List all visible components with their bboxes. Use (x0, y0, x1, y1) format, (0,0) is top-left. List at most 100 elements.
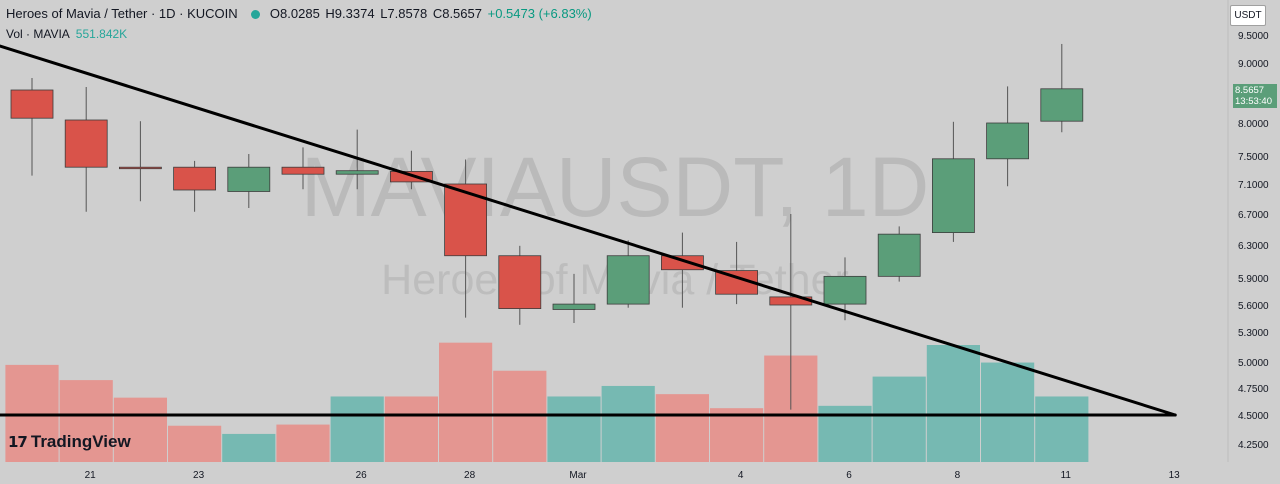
volume-legend: Vol · MAVIA 551.842K (6, 27, 127, 41)
price-tick-label: 4.2500 (1238, 440, 1269, 451)
currency-button[interactable]: USDT (1230, 5, 1266, 26)
volume-bar (439, 342, 493, 462)
volume-bar (384, 396, 438, 462)
symbol-title[interactable]: Heroes of Mavia / Tether · 1D · KUCOIN (6, 6, 238, 21)
candle (823, 257, 867, 321)
price-tick-label: 9.0000 (1238, 59, 1269, 70)
ohlc-high: H9.3374 (325, 6, 375, 21)
candle (986, 86, 1029, 187)
time-tick-label: Mar (569, 470, 587, 481)
candle (552, 273, 596, 323)
candle (119, 121, 162, 202)
time-tick-label: 4 (738, 470, 744, 481)
candle-body (498, 255, 542, 310)
time-axis[interactable]: 21 23 26 28 Mar 4 6 8 11 13 (85, 470, 1181, 481)
volume-bar (655, 394, 709, 462)
candle-body (444, 183, 488, 257)
candle (932, 121, 975, 242)
market-status-icon (251, 10, 261, 20)
trendline[interactable] (0, 25, 1177, 417)
candle (173, 160, 217, 212)
time-tick-label: 21 (85, 470, 97, 481)
price-tick-label: 5.0000 (1238, 358, 1269, 369)
price-tick-label: 6.3000 (1238, 241, 1269, 252)
price-tick-label: 5.6000 (1238, 301, 1269, 312)
volume-bar (710, 408, 764, 462)
price-tick-label: 7.5000 (1238, 152, 1269, 163)
price-tick-label: 4.5000 (1238, 411, 1269, 422)
candle (661, 232, 704, 308)
volume-bar (5, 364, 59, 462)
candle (715, 241, 758, 305)
volume-bar (981, 362, 1035, 462)
price-axis[interactable]: 9.50009.00008.50008.00007.50007.10006.70… (1238, 31, 1269, 451)
tradingview-logo-text: TradingView (30, 432, 131, 451)
candle-body (10, 89, 54, 119)
candle-body (552, 303, 596, 310)
tradingview-logo[interactable]: 17 TradingView (8, 432, 131, 452)
price-tick-label: 4.7500 (1238, 384, 1269, 395)
volume-bar (113, 397, 167, 462)
price-tick-label: 6.7000 (1238, 210, 1269, 221)
ohlc-low: L7.8578 (380, 6, 428, 21)
volume-bar (168, 425, 222, 462)
candle-body (823, 275, 867, 305)
volume-value: 551.842K (75, 27, 128, 41)
volume-bars (5, 342, 1089, 462)
price-tick-label: 9.5000 (1238, 31, 1269, 42)
time-tick-label: 6 (846, 470, 852, 481)
candle (10, 78, 54, 176)
candle-body (986, 122, 1029, 160)
time-tick-label: 8 (955, 470, 961, 481)
last-price-value: 8.5657 (1235, 85, 1265, 96)
ohlc-change: +0.5473 (+6.83%) (487, 6, 592, 21)
candle (227, 154, 271, 208)
symbol-header: Heroes of Mavia / Tether · 1D · KUCOIN O… (6, 6, 594, 21)
time-tick-label: 23 (193, 470, 205, 481)
ohlc-open: O8.0285 (269, 6, 320, 21)
time-tick-label: 13 (1169, 470, 1181, 481)
candle-body (606, 255, 650, 305)
candle-body (173, 166, 217, 191)
candle (64, 87, 108, 212)
volume-bar (547, 396, 601, 462)
watermark-symbol: MAVIAUSDT, 1D (301, 140, 930, 234)
candle-body (661, 255, 704, 271)
candle (606, 240, 650, 308)
tradingview-logo-icon: 17 (8, 433, 28, 451)
candle-body (64, 119, 108, 168)
bar-countdown: 13:53:40 (1235, 96, 1272, 107)
volume-bar (601, 385, 655, 462)
trendlines[interactable] (0, 25, 1177, 417)
last-price-tag: 8.5657 13:53:40 (1233, 84, 1277, 108)
time-tick-label: 26 (356, 470, 368, 481)
volume-label[interactable]: Vol · MAVIA (6, 27, 70, 41)
volume-bar (330, 396, 384, 462)
candle (877, 226, 921, 282)
symbol-watermark: MAVIAUSDT, 1D Heroes of Mavia / Tether (301, 140, 930, 304)
candle-body (335, 170, 379, 175)
time-tick-label: 28 (464, 470, 476, 481)
candle-body (227, 166, 271, 192)
candle-body (1040, 88, 1084, 122)
price-tick-label: 5.9000 (1238, 274, 1269, 285)
price-tick-label: 7.1000 (1238, 180, 1269, 191)
ohlc-close: C8.5657 (432, 6, 482, 21)
candle-body (932, 158, 975, 234)
volume-bar (926, 345, 980, 462)
volume-bar (1035, 396, 1089, 462)
candle (281, 147, 325, 190)
candle-body (877, 233, 921, 277)
volume-bar (872, 376, 926, 462)
time-tick-label: 11 (1061, 470, 1072, 481)
candle (498, 245, 542, 325)
candles (10, 43, 1084, 410)
candle-body (119, 166, 162, 170)
candle-body (281, 166, 325, 175)
volume-bar (59, 380, 113, 462)
volume-bar (222, 433, 276, 462)
volume-bar (276, 424, 330, 462)
price-tick-label: 8.0000 (1238, 119, 1269, 130)
candle (1040, 43, 1084, 133)
